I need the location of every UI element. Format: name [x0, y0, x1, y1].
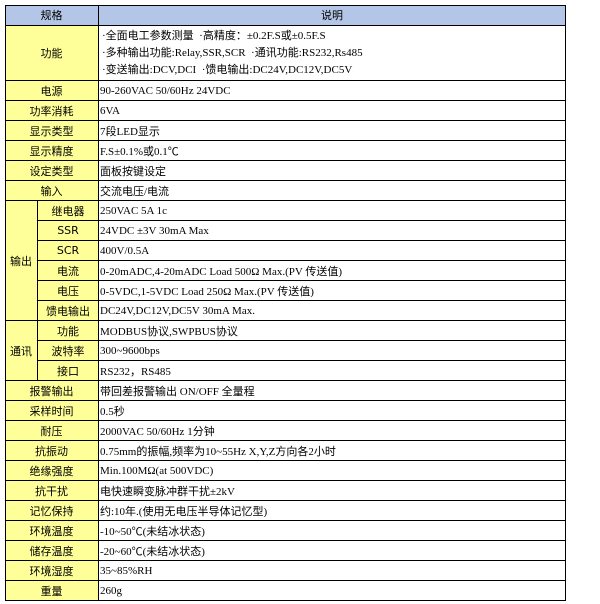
row-value: Min.100MΩ(at 500VDC) [99, 461, 566, 481]
row-label: 采样时间 [5, 401, 99, 421]
header-cell: 说明 [99, 5, 566, 26]
row-value: 0-20mADC,4-20mADC Load 500Ω Max.(PV 传送值) [99, 261, 566, 281]
row-label: 设定类型 [5, 161, 99, 181]
row-label: 显示类型 [5, 121, 99, 141]
row-value: 400V/0.5A [99, 241, 566, 261]
row-value: -20~60℃(未结冰状态) [99, 541, 566, 561]
row-value: 交流电压/电流 [99, 181, 566, 201]
row-label: 功率消耗 [5, 101, 99, 121]
group-label: 通讯 [5, 321, 38, 381]
row-value: DC24V,DC12V,DC5V 30mA Max. [99, 301, 566, 321]
row-value: RS232，RS485 [99, 361, 566, 381]
row-value: 0.5秒 [99, 401, 566, 421]
sub-label: 波特率 [38, 341, 99, 361]
sub-label: 功能 [38, 321, 99, 341]
value-line: ·变送输出:DCV,DCI ·馈电输出:DC24V,DC12V,DC5V [102, 63, 353, 76]
row-label: 重量 [5, 581, 99, 601]
row-value: 约:10年.(使用无电压半导体记忆型) [99, 501, 566, 521]
row-value: 250VAC 5A 1c [99, 201, 566, 221]
row-label: 电源 [5, 81, 99, 101]
row-value: 2000VAC 50/60Hz 1分钟 [99, 421, 566, 441]
row-label: 抗干扰 [5, 481, 99, 501]
row-label: 功能 [5, 26, 99, 81]
sub-label: 电压 [38, 281, 99, 301]
group-label: 输出 [5, 201, 38, 321]
value-line: ·多种输出功能:Relay,SSR,SCR ·通讯功能:RS232,Rs485 [102, 46, 363, 59]
row-label: 报警输出 [5, 381, 99, 401]
value-line: ·全面电工参数测量 ·高精度：±0.2F.S或±0.5F.S [102, 29, 326, 42]
row-value: 300~9600bps [99, 341, 566, 361]
row-value: 带回差报警输出 ON/OFF 全量程 [99, 381, 566, 401]
row-value: 0.75mm的振幅,频率为10~55Hz X,Y,Z方向各2小时 [99, 441, 566, 461]
row-value: 260g [99, 581, 566, 601]
sub-label: 电流 [38, 261, 99, 281]
row-label: 抗振动 [5, 441, 99, 461]
row-value: 35~85%RH [99, 561, 566, 581]
row-label: 显示精度 [5, 141, 99, 161]
header-cell: 规格 [5, 5, 99, 26]
row-value: F.S±0.1%或0.1℃ [99, 141, 566, 161]
row-value: 6VA [99, 101, 566, 121]
row-label: 耐压 [5, 421, 99, 441]
row-value: 24VDC ±3V 30mA Max [99, 221, 566, 241]
row-label: 环境温度 [5, 521, 99, 541]
row-value: ·全面电工参数测量 ·高精度：±0.2F.S或±0.5F.S ·多种输出功能:Re… [99, 26, 566, 81]
row-value: MODBUS协议,SWPBUS协议 [99, 321, 566, 341]
row-value: 面板按键设定 [99, 161, 566, 181]
sub-label: 接口 [38, 361, 99, 381]
row-value: 90-260VAC 50/60Hz 24VDC [99, 81, 566, 101]
sub-label: 继电器 [38, 201, 99, 221]
sub-label: SSR [38, 221, 99, 241]
row-value: 7段LED显示 [99, 121, 566, 141]
row-label: 绝缘强度 [5, 461, 99, 481]
row-label: 记忆保持 [5, 501, 99, 521]
row-value: -10~50℃(未结冰状态) [99, 521, 566, 541]
row-label: 储存温度 [5, 541, 99, 561]
row-label: 输入 [5, 181, 99, 201]
row-value: 0-5VDC,1-5VDC Load 250Ω Max.(PV 传送值) [99, 281, 566, 301]
sub-label: SCR [38, 241, 99, 261]
row-label: 环境湿度 [5, 561, 99, 581]
row-value: 电快速瞬变脉冲群干扰±2kV [99, 481, 566, 501]
sub-label: 馈电输出 [38, 301, 99, 321]
